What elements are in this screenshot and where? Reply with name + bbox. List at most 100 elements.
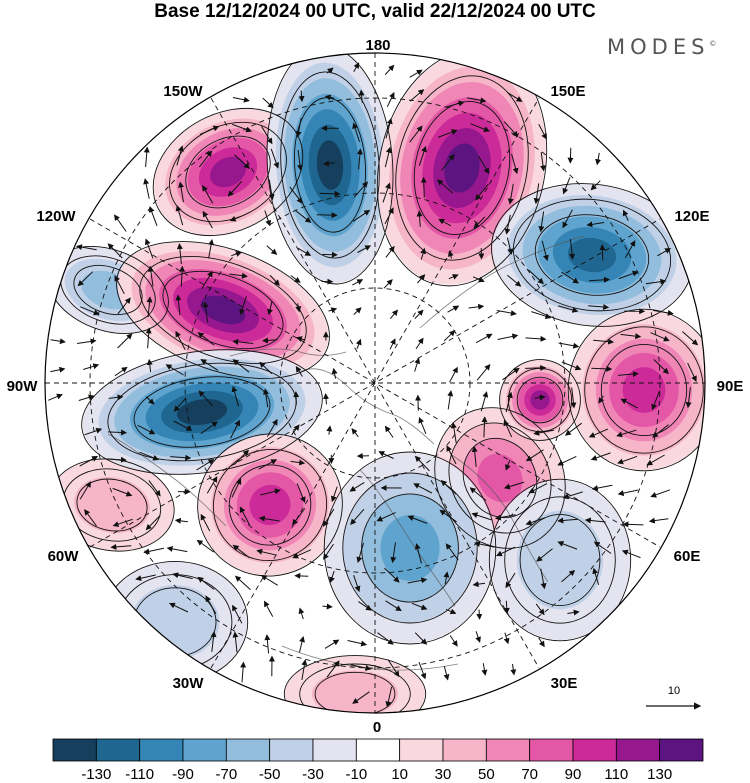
wind-vector — [588, 304, 610, 310]
lon-label-60e: 60E — [674, 548, 701, 565]
wind-vector — [316, 212, 338, 219]
colorbar-tick-label: 110 — [604, 766, 628, 783]
wind-vector — [168, 602, 189, 613]
wind-vector — [507, 183, 514, 205]
wind-vector — [569, 238, 576, 260]
wind-vector — [268, 179, 275, 201]
wind-vector — [387, 659, 400, 678]
wind-vector — [205, 595, 217, 614]
wind-vector — [445, 100, 465, 108]
wind-vector — [617, 371, 639, 378]
wind-vector — [258, 459, 278, 470]
colorbar-tick-label: -30 — [302, 766, 324, 783]
wind-vector — [200, 359, 219, 371]
lon-label-180: 180 — [365, 37, 390, 54]
wind-vector — [173, 397, 187, 412]
wind-vector — [350, 664, 372, 671]
meridian-150 — [210, 97, 540, 669]
wind-vector — [470, 123, 490, 132]
colorbar-swatch — [529, 738, 574, 762]
wind-vector — [232, 338, 254, 345]
wind-vector — [445, 543, 459, 561]
contour-line — [413, 101, 511, 235]
wind-vector — [295, 118, 302, 138]
wind-vector — [196, 459, 215, 471]
wind-vector — [77, 338, 97, 345]
wind-vector — [441, 154, 455, 171]
wind-vector — [414, 632, 428, 645]
wind-vector — [475, 631, 481, 643]
wind-vector — [77, 271, 94, 287]
wind-vector — [533, 429, 554, 436]
contour-line — [600, 343, 688, 437]
anomaly-level-2 — [311, 670, 399, 713]
wind-vector — [258, 515, 280, 522]
wind-vector — [440, 480, 457, 495]
colorbar-swatch — [139, 738, 184, 762]
modes-logo: MODES© — [607, 35, 716, 59]
lon-label-0: 0 — [373, 719, 381, 736]
wind-vector — [382, 182, 391, 203]
wind-vector — [471, 445, 478, 467]
wind-vector — [347, 640, 368, 647]
colorbar-tick-label: 50 — [478, 766, 495, 783]
wind-vector — [376, 512, 396, 522]
wind-vector — [386, 91, 395, 108]
wind-vector — [533, 183, 540, 205]
anomaly-level-7 — [176, 399, 228, 425]
wind-vector — [593, 338, 615, 345]
wind-vector — [266, 418, 278, 437]
wind-vector — [117, 297, 131, 315]
lon-label-120w: 120W — [36, 208, 76, 225]
latitude-circle-inner — [279, 287, 471, 479]
wind-vector — [200, 513, 211, 532]
wind-vector — [270, 148, 280, 169]
wind-vector — [481, 416, 488, 438]
wind-vector — [557, 455, 577, 466]
wind-vector — [620, 398, 639, 409]
wind-vector — [114, 214, 127, 232]
contour-line — [342, 472, 478, 624]
wind-vector — [389, 338, 396, 350]
wind-vector — [685, 387, 692, 409]
wind-vector — [170, 454, 192, 461]
wind-vector — [293, 391, 300, 405]
wind-vector — [469, 487, 487, 501]
colorbar-tick-label: -70 — [215, 766, 237, 783]
wind-vector — [267, 301, 273, 316]
wind-vector — [466, 97, 487, 104]
colorbar-swatch — [615, 738, 661, 762]
map-title: Base 12/12/2024 00 UTC, valid 22/12/2024… — [154, 1, 596, 22]
wind-vector — [264, 634, 271, 654]
map-boundary — [44, 52, 706, 714]
wind-vector — [353, 575, 361, 593]
wind-vector — [329, 570, 335, 584]
contour-line — [162, 270, 284, 350]
wind-vector — [418, 416, 427, 434]
wind-vector — [114, 275, 125, 295]
wind-vector — [687, 362, 697, 383]
wind-vector — [148, 206, 158, 226]
wind-vector — [525, 335, 547, 342]
wind-vector — [534, 394, 546, 401]
wind-vector — [350, 508, 365, 525]
wind-vector — [298, 90, 305, 103]
wind-vector — [324, 94, 335, 101]
wind-vector — [385, 600, 402, 612]
wind-vector — [231, 385, 239, 407]
wind-vector — [564, 422, 582, 436]
contour-line — [448, 422, 552, 534]
wind-vector — [472, 276, 485, 283]
wind-vector — [323, 393, 330, 405]
wind-vector — [414, 455, 430, 472]
wind-vector — [443, 571, 450, 584]
wind-vector — [175, 294, 182, 316]
wind-vector — [476, 609, 483, 620]
wind-vector — [260, 488, 281, 496]
wind-vector — [561, 361, 582, 371]
wind-vector — [475, 333, 493, 344]
latitude-circle-outer — [89, 97, 661, 669]
wind-vector — [324, 639, 340, 649]
wind-vector — [505, 391, 513, 413]
wind-vector — [540, 568, 547, 590]
